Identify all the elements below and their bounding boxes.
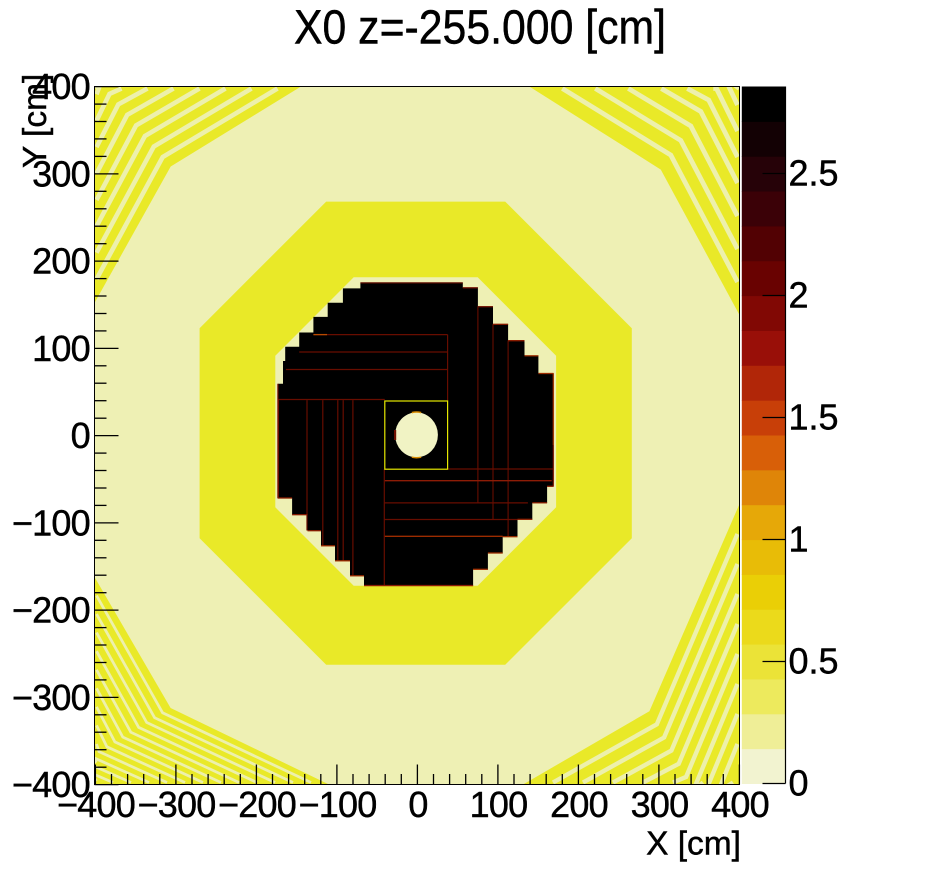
svg-text:1: 1 <box>789 519 809 560</box>
svg-text:Y [cm]: Y [cm] <box>17 74 54 168</box>
svg-text:0: 0 <box>71 415 90 456</box>
svg-text:−400: −400 <box>12 764 90 805</box>
svg-text:−100: −100 <box>12 502 90 543</box>
svg-text:100: 100 <box>32 328 90 369</box>
svg-text:−400: −400 <box>57 784 135 825</box>
svg-text:100: 100 <box>470 784 528 825</box>
svg-text:−300: −300 <box>12 677 90 718</box>
svg-text:1.5: 1.5 <box>789 397 839 438</box>
svg-text:400: 400 <box>711 784 769 825</box>
svg-text:300: 300 <box>32 153 90 194</box>
svg-text:200: 200 <box>32 241 90 282</box>
svg-text:−200: −200 <box>218 784 296 825</box>
svg-text:−200: −200 <box>12 590 90 631</box>
svg-text:2.5: 2.5 <box>789 153 839 194</box>
svg-text:0: 0 <box>789 763 809 804</box>
svg-text:2: 2 <box>789 275 809 316</box>
svg-text:400: 400 <box>32 66 90 107</box>
svg-text:−300: −300 <box>138 784 216 825</box>
svg-text:0.5: 0.5 <box>789 641 839 682</box>
svg-text:0: 0 <box>408 784 427 825</box>
svg-text:X0 z=-255.000 [cm]: X0 z=-255.000 [cm] <box>294 2 666 55</box>
svg-text:X [cm]: X [cm] <box>646 826 741 863</box>
svg-text:300: 300 <box>631 784 689 825</box>
svg-text:200: 200 <box>550 784 608 825</box>
svg-text:−100: −100 <box>299 784 377 825</box>
